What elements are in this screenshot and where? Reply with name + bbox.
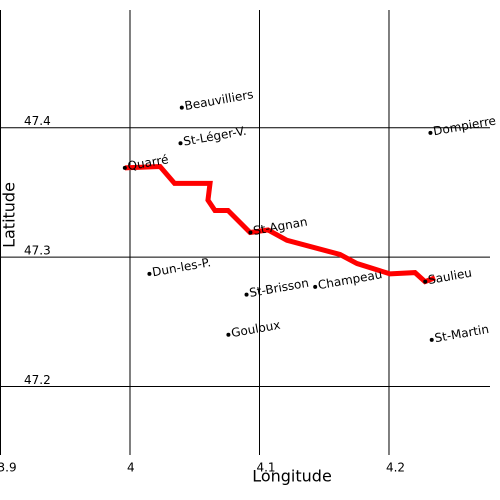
town-point (248, 230, 253, 235)
route-line (124, 163, 436, 285)
town-label: Dompierre (432, 113, 497, 138)
town-point (226, 332, 231, 337)
y-tick-label: 47.3 (24, 244, 51, 258)
town-point (244, 292, 249, 297)
x-tick-label: 4.1 (256, 461, 275, 475)
town-point (428, 130, 433, 135)
town-label: Saulieu (427, 266, 473, 287)
x-tick-label: 4 (127, 461, 135, 475)
town-label: Beauvilliers (183, 87, 254, 113)
town-label: St-Brisson (248, 276, 310, 300)
town-point (178, 141, 183, 146)
y-axis-label: Latitude (0, 182, 19, 248)
town-point (423, 279, 428, 284)
town-point (313, 284, 318, 289)
x-tick-label: 4.2 (386, 461, 405, 475)
y-tick-label: 47.4 (24, 114, 51, 128)
x-axis-label: Longitude (252, 467, 332, 486)
town-point (179, 105, 184, 110)
town-label: Gouloux (230, 318, 281, 340)
y-tick-label: 47.2 (24, 373, 51, 387)
town-point (429, 337, 434, 342)
town-label: St-Martin (433, 322, 490, 345)
town-label: Dun-les-P. (151, 255, 212, 279)
x-tick-label: 3.9 (0, 461, 17, 475)
town-point (147, 271, 152, 276)
town-label: Champeau (317, 267, 383, 292)
town-point (122, 165, 127, 170)
